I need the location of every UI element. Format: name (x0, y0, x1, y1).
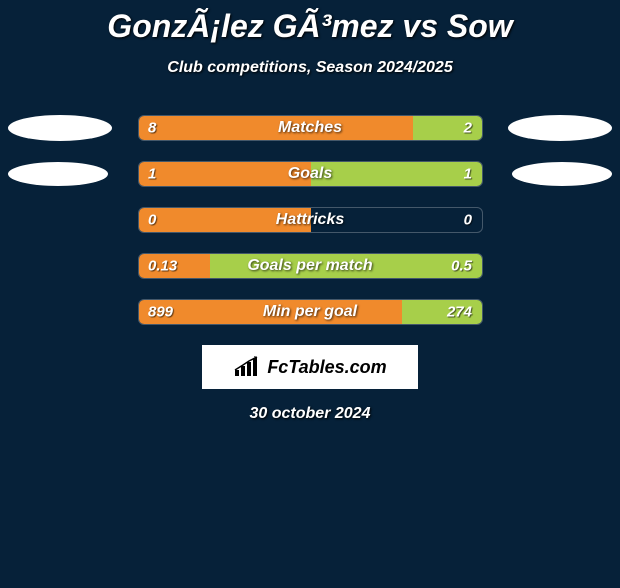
stat-label: Goals per match (247, 257, 372, 275)
stat-row: 899 274 Min per goal (0, 299, 620, 325)
stat-value-left: 0.13 (148, 258, 177, 275)
stat-row: 1 1 Goals (0, 161, 620, 187)
stat-bar-right (311, 162, 483, 186)
stat-label: Matches (278, 119, 342, 137)
stat-value-left: 0 (148, 212, 156, 229)
stat-bar-left (139, 162, 311, 186)
stat-value-left: 8 (148, 120, 156, 137)
brand-text: FcTables.com (267, 357, 386, 378)
player-left-marker (8, 115, 112, 141)
player-right-marker (512, 162, 612, 186)
stat-value-right: 2 (464, 120, 472, 137)
stat-value-right: 1 (464, 166, 472, 183)
stat-label: Hattricks (276, 211, 344, 229)
comparison-chart: 8 2 Matches 1 1 Goals 0 0 Hattricks 0.13 0.5 Goals … (0, 115, 620, 325)
stat-row: 0.13 0.5 Goals per match (0, 253, 620, 279)
stat-value-right: 0.5 (451, 258, 472, 275)
page-title: GonzÃ¡lez GÃ³mez vs Sow (0, 8, 620, 45)
stat-bar-left (139, 116, 413, 140)
stat-row: 8 2 Matches (0, 115, 620, 141)
player-right-marker (508, 115, 612, 141)
stat-label: Goals (288, 165, 332, 183)
brand-badge: FcTables.com (202, 345, 418, 389)
stat-value-right: 274 (447, 304, 472, 321)
stat-value-left: 1 (148, 166, 156, 183)
stat-value-right: 0 (464, 212, 472, 229)
chart-icon (233, 356, 261, 378)
stat-value-left: 899 (148, 304, 173, 321)
stat-label: Min per goal (263, 303, 357, 321)
date-label: 30 october 2024 (0, 405, 620, 423)
player-left-marker (8, 162, 108, 186)
stat-row: 0 0 Hattricks (0, 207, 620, 233)
subtitle: Club competitions, Season 2024/2025 (0, 59, 620, 77)
